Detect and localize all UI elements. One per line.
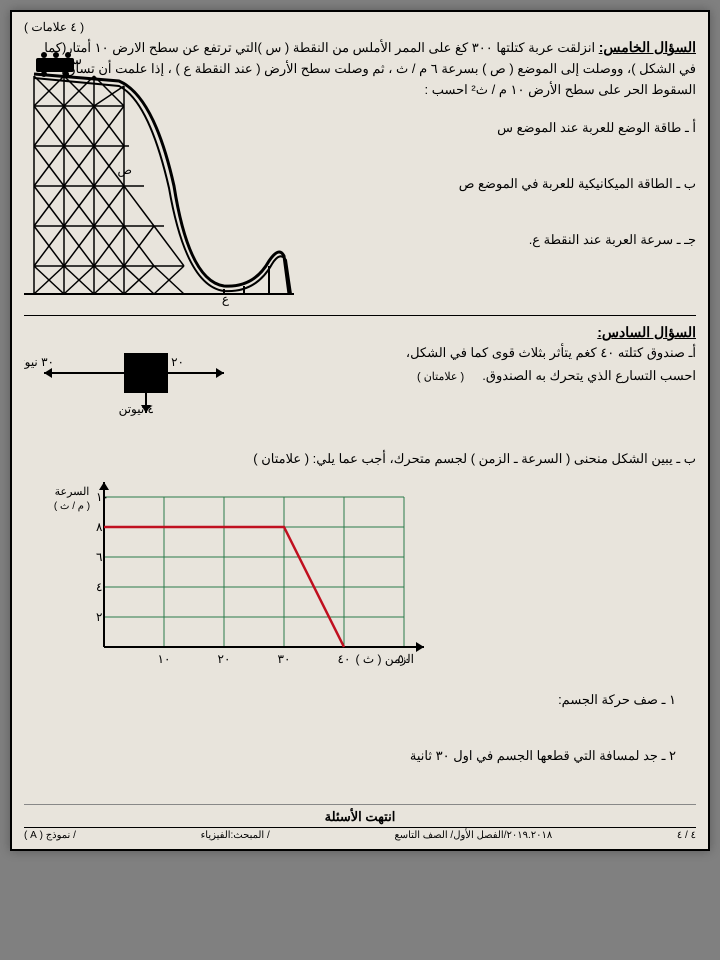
q6-part-a: أـ صندوق كتلته ٤٠ كغم يتأثر بثلاث قوى كم… (24, 341, 696, 421)
svg-text:٢: ٢ (96, 610, 102, 624)
q5-title: السؤال الخامس: (599, 39, 696, 55)
end-text: انتهت الأسئلة (24, 804, 696, 825)
svg-text:٦: ٦ (96, 550, 102, 564)
svg-text:٤٠: ٤٠ (338, 652, 351, 666)
top-marks-note: ( ٤ علامات ) (24, 20, 696, 34)
svg-text:٤: ٤ (96, 580, 102, 594)
svg-text:٣٠: ٣٠ (278, 652, 291, 666)
svg-text:٨: ٨ (96, 520, 103, 534)
svg-text:( م / ث ): ( م / ث ) (54, 501, 90, 512)
graph-svg: ١٠٢٠٣٠٤٠٥٠٢٤٦٨١٠السرعة( م / ث )الزمن ( ث… (44, 477, 464, 677)
q5-part-a: أ ـ طاقة الوضع للعربة عند الموضع س (293, 120, 696, 136)
force-down-label: ٤ نيوتن (119, 402, 154, 416)
q5-parts: أ ـ طاقة الوضع للعربة عند الموضع س ب ـ ا… (293, 120, 696, 248)
force-left-label: ٣٠ نيوتن (24, 355, 54, 369)
q6-a-line1: أـ صندوق كتلته ٤٠ كغم يتأثر بثلاث قوى كم… (304, 341, 696, 364)
exam-page: ( ٤ علامات ) السؤال الخامس: انزلقت عربة … (10, 10, 710, 851)
q5-part-c: جـ ـ سرعة العربة عند النقطة ع. (293, 232, 696, 248)
svg-text:السرعة: السرعة (55, 486, 90, 498)
q5-part-b: ب ـ الطاقة الميكانيكية للعربة في الموضع … (293, 176, 696, 192)
q6-a-line2: احسب التسارع الذي يتحرك به الصندوق. ( عل… (304, 364, 696, 388)
label-sad: ص (117, 163, 132, 177)
force-right-label: ٢٠ نيوتن (142, 355, 184, 369)
force-diagram: ٢٠ نيوتن ٣٠ نيوتن ٤ نيوتن (24, 341, 284, 421)
question-5: السؤال الخامس: انزلقت عربة كتلتها ٣٠٠ كغ… (24, 36, 696, 316)
svg-text:٢٠: ٢٠ (218, 652, 231, 666)
q6-sub2: ٢ ـ جد لمسافة التي قطعها الجسم في اول ٣٠… (24, 748, 676, 764)
footer-mid1: ٢٠١٩.٢٠١٨/الفصل الأول/ الصف التاسع (394, 830, 552, 841)
svg-text:١٠: ١٠ (158, 652, 171, 666)
footer-mid2: / المبحث:الفيزياء (201, 830, 270, 841)
q6-a-text: أـ صندوق كتلته ٤٠ كغم يتأثر بثلاث قوى كم… (304, 341, 696, 388)
page-footer: ٤ / ٤ ٢٠١٩.٢٠١٨/الفصل الأول/ الصف التاسع… (24, 827, 696, 841)
question-6: السؤال السادس: أـ صندوق كتلته ٤٠ كغم يتأ… (24, 316, 696, 841)
q6-a-marks: ( علامتان ) (417, 371, 464, 383)
q6-sub1: ١ ـ صف حركة الجسم: (24, 692, 676, 708)
svg-text:الزمن ( ث ): الزمن ( ث ) (356, 652, 414, 666)
velocity-time-graph: ١٠٢٠٣٠٤٠٥٠٢٤٦٨١٠السرعة( م / ث )الزمن ( ث… (44, 477, 464, 677)
svg-text:١٠: ١٠ (96, 490, 109, 504)
q6-title: السؤال السادس: (24, 324, 696, 341)
q6-part-b: ب ـ يبين الشكل منحنى ( السرعة ـ الزمن ) … (24, 451, 696, 467)
footer-left: / نموذج ( A ) (24, 830, 76, 841)
label-s: س (66, 52, 82, 68)
rollercoaster-diagram: س ص ع (24, 46, 294, 306)
footer-right: ٤ / ٤ (677, 830, 696, 841)
label-ain: ع (222, 292, 230, 306)
